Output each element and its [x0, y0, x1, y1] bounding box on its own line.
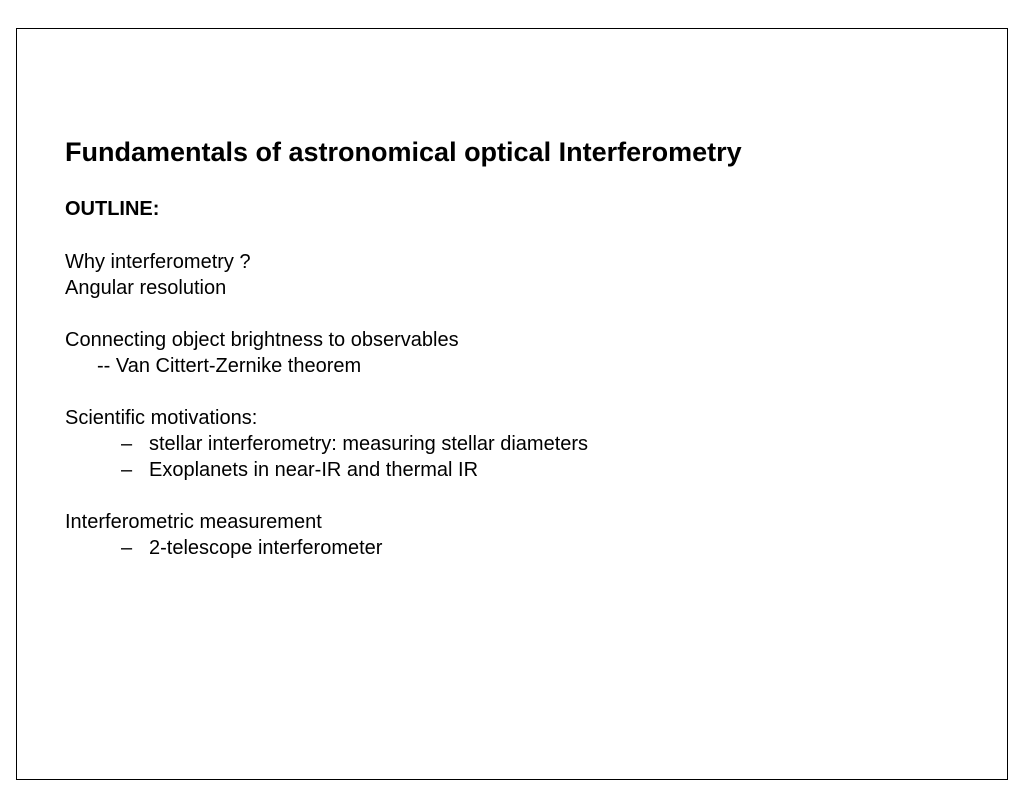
section-connecting: Connecting object brightness to observab…: [65, 327, 959, 379]
slide-title: Fundamentals of astronomical optical Int…: [65, 137, 959, 168]
slide-frame: Fundamentals of astronomical optical Int…: [16, 28, 1008, 780]
bullet-text: Exoplanets in near-IR and thermal IR: [149, 457, 478, 483]
outline-label: OUTLINE:: [65, 198, 959, 221]
bullet-text: 2-telescope interferometer: [149, 535, 382, 561]
outline-line: Interferometric measurement: [65, 509, 959, 535]
bullet-dash-icon: –: [121, 537, 149, 560]
bullet-item: – Exoplanets in near-IR and thermal IR: [65, 457, 959, 483]
section-scientific: Scientific motivations: – stellar interf…: [65, 405, 959, 483]
section-measurement: Interferometric measurement – 2-telescop…: [65, 509, 959, 561]
outline-subline: -- Van Cittert-Zernike theorem: [65, 353, 959, 379]
bullet-dash-icon: –: [121, 433, 149, 456]
bullet-dash-icon: –: [121, 459, 149, 482]
section-why: Why interferometry ? Angular resolution: [65, 249, 959, 301]
outline-line: Scientific motivations:: [65, 405, 959, 431]
bullet-item: – 2-telescope interferometer: [65, 535, 959, 561]
outline-line: Angular resolution: [65, 275, 959, 301]
outline-line: Connecting object brightness to observab…: [65, 327, 959, 353]
bullet-text: stellar interferometry: measuring stella…: [149, 431, 588, 457]
outline-line: Why interferometry ?: [65, 249, 959, 275]
bullet-item: – stellar interferometry: measuring stel…: [65, 431, 959, 457]
